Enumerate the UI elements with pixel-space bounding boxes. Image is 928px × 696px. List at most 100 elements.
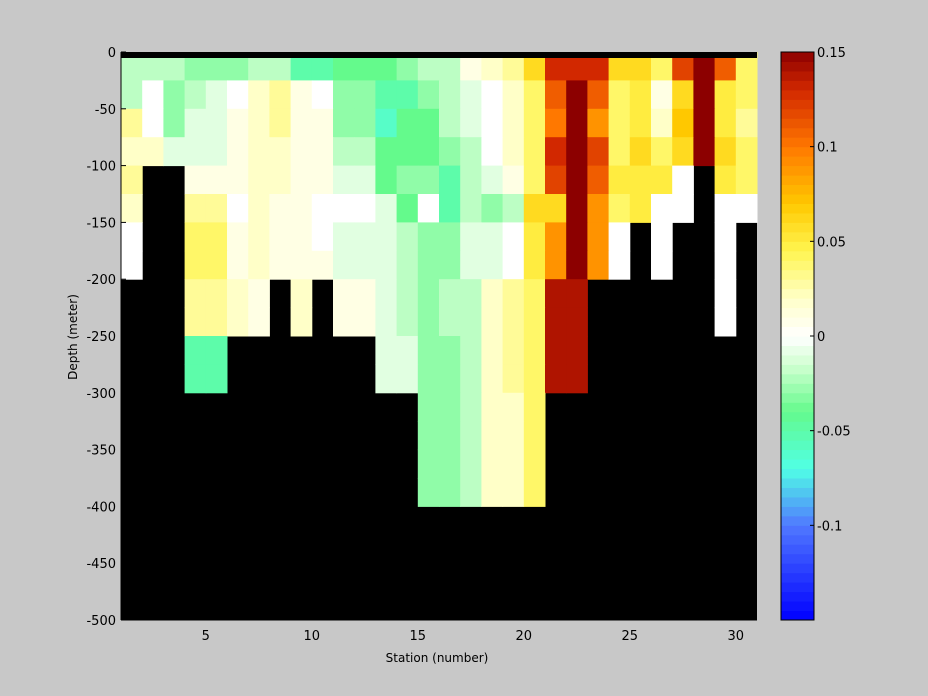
heatmap-cell bbox=[587, 52, 610, 81]
colorbar-segment bbox=[781, 459, 814, 470]
heatmap-cell bbox=[333, 52, 355, 81]
colorbar-tick-label: 0.15 bbox=[817, 46, 846, 61]
heatmap-cell bbox=[184, 194, 207, 223]
heatmap-cell bbox=[417, 364, 440, 394]
colorbar-segment bbox=[781, 137, 814, 148]
heatmap-cell bbox=[502, 307, 525, 337]
heatmap-cell bbox=[375, 307, 398, 337]
heatmap-cell bbox=[460, 222, 482, 252]
plot-area bbox=[121, 52, 758, 620]
heatmap-cell bbox=[714, 279, 737, 309]
heatmap-cell bbox=[608, 194, 631, 223]
heatmap-cell bbox=[333, 80, 355, 110]
heatmap-cell bbox=[439, 222, 461, 252]
heatmap-cell bbox=[523, 80, 546, 110]
heatmap-cell bbox=[735, 52, 758, 81]
heatmap-cell bbox=[460, 137, 482, 167]
colorbar-segment bbox=[781, 430, 814, 441]
heatmap-cell bbox=[439, 336, 461, 365]
heatmap-cell bbox=[439, 449, 461, 479]
heatmap-cell bbox=[502, 108, 525, 138]
heatmap-cell bbox=[269, 52, 292, 81]
heatmap-cell bbox=[651, 194, 673, 223]
heatmap-cell bbox=[460, 307, 482, 337]
heatmap-cell bbox=[205, 194, 228, 223]
colorbar-segment bbox=[781, 108, 814, 119]
heatmap-cell bbox=[142, 52, 164, 81]
heatmap-cell bbox=[205, 279, 228, 309]
heatmap-cell bbox=[672, 165, 694, 195]
heatmap-cell bbox=[227, 80, 249, 110]
heatmap-cell bbox=[566, 108, 588, 138]
heatmap-cell bbox=[354, 80, 376, 110]
colorbar-segment bbox=[781, 601, 814, 612]
colorbar-segment bbox=[781, 99, 814, 110]
heatmap-cell bbox=[417, 80, 440, 110]
heatmap-cell bbox=[290, 279, 313, 309]
heatmap-cell bbox=[566, 165, 588, 195]
heatmap-cell bbox=[227, 307, 249, 337]
heatmap-cell bbox=[439, 364, 461, 394]
heatmap-cell bbox=[205, 364, 228, 394]
heatmap-cell bbox=[354, 165, 376, 195]
heatmap-cell bbox=[417, 392, 440, 422]
heatmap-cell bbox=[333, 108, 355, 138]
heatmap-cell bbox=[227, 194, 249, 223]
colorbar-segment bbox=[781, 307, 814, 318]
heatmap-cell bbox=[481, 194, 504, 223]
heatmap-cell bbox=[269, 194, 292, 223]
heatmap-cell bbox=[608, 165, 631, 195]
colorbar-segment bbox=[781, 146, 814, 157]
heatmap-cell bbox=[439, 250, 461, 280]
heatmap-cell bbox=[184, 364, 207, 394]
heatmap-cell bbox=[523, 279, 546, 309]
heatmap-cell bbox=[629, 52, 652, 81]
heatmap-cell bbox=[502, 336, 525, 365]
colorbar-segment bbox=[781, 212, 814, 223]
heatmap-cell bbox=[311, 222, 334, 252]
heatmap-cell bbox=[502, 478, 525, 507]
colorbar-segment bbox=[781, 288, 814, 299]
heatmap-cell bbox=[566, 279, 588, 309]
heatmap-cell bbox=[714, 307, 737, 337]
heatmap-cell bbox=[311, 108, 334, 138]
heatmap-cell bbox=[545, 108, 567, 138]
y-tick-label: -150 bbox=[86, 216, 116, 231]
heatmap-cell bbox=[545, 222, 567, 252]
heatmap-cell bbox=[375, 364, 398, 394]
y-axis: 0 -50 -100 -150 -200 -250 -300 -350 -400 -450 -500 bbox=[86, 46, 126, 629]
heatmap-cell bbox=[142, 108, 164, 138]
colorbar-segment bbox=[781, 515, 814, 526]
heatmap-cell bbox=[184, 165, 207, 195]
heatmap-cell bbox=[439, 194, 461, 223]
colorbar-tick-label: 0.05 bbox=[817, 235, 846, 250]
heatmap-cell bbox=[184, 52, 207, 81]
heatmap-cell bbox=[545, 194, 567, 223]
heatmap-cell bbox=[481, 364, 504, 394]
colorbar-segment bbox=[781, 194, 814, 204]
heatmap-cell bbox=[205, 222, 228, 252]
heatmap-cell bbox=[439, 165, 461, 195]
y-tick-label: -350 bbox=[86, 444, 116, 459]
colorbar-segment bbox=[781, 203, 814, 214]
heatmap-cell bbox=[354, 250, 376, 280]
colorbar-segment bbox=[781, 364, 814, 375]
heatmap-cell bbox=[396, 137, 419, 167]
heatmap-cell bbox=[502, 222, 525, 252]
heatmap-cell bbox=[481, 307, 504, 337]
heatmap-cell bbox=[354, 137, 376, 167]
x-tick-label: 30 bbox=[728, 629, 745, 644]
colorbar-segment bbox=[781, 383, 814, 394]
heatmap-cell bbox=[523, 421, 546, 451]
heatmap-cell bbox=[587, 80, 610, 110]
heatmap-cell bbox=[587, 194, 610, 223]
heatmap-cell bbox=[375, 80, 398, 110]
heatmap-cell bbox=[523, 392, 546, 422]
heatmap-cell bbox=[417, 222, 440, 252]
colorbar-segment bbox=[781, 184, 814, 195]
heatmap-cell bbox=[375, 250, 398, 280]
heatmap-cell bbox=[248, 250, 270, 280]
heatmap-cell bbox=[290, 222, 313, 252]
y-tick-label: -200 bbox=[86, 273, 116, 288]
heatmap-cell bbox=[523, 222, 546, 252]
